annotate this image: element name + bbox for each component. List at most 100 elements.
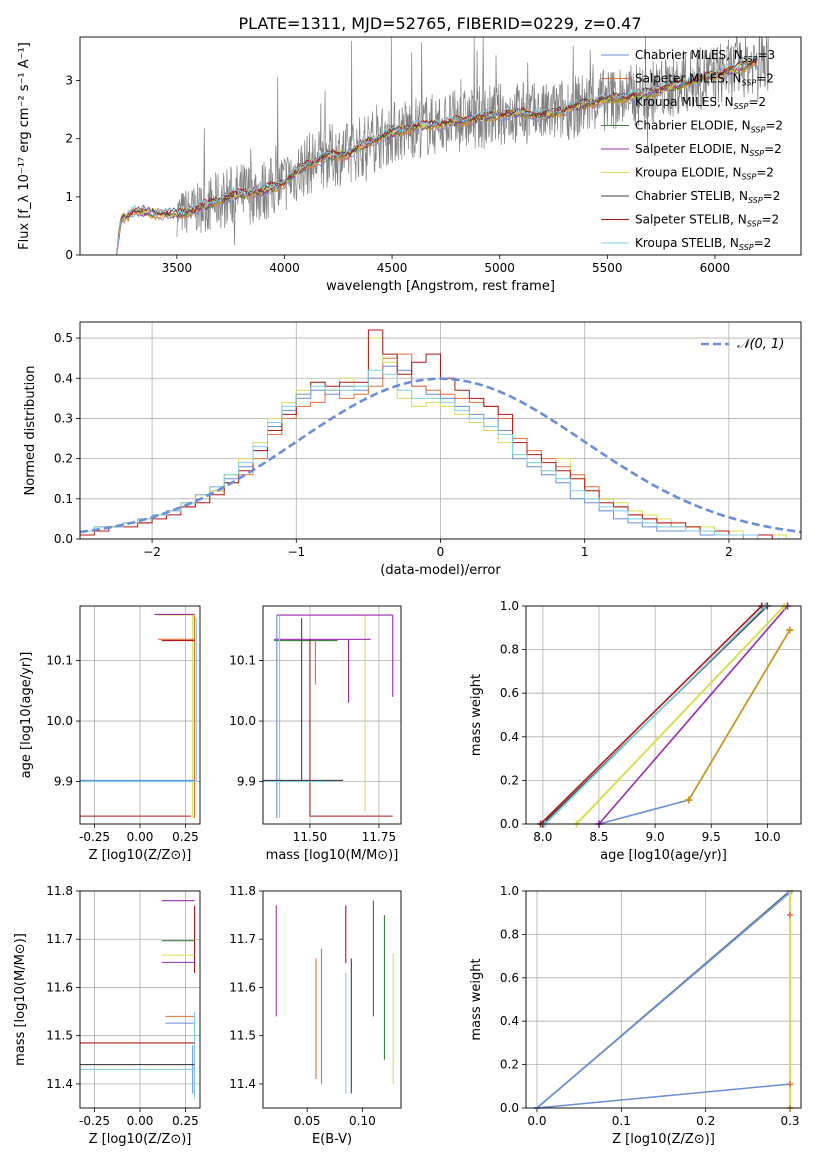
x-tick-label: 11.75 — [362, 830, 396, 844]
x-tick-label: -0.25 — [79, 1114, 110, 1128]
y-tick-label: 0.4 — [500, 730, 519, 744]
x-tick-label: 5000 — [484, 261, 515, 275]
y-tick-label: 0.1 — [54, 492, 73, 506]
x-tick-label: 0.00 — [127, 1114, 154, 1128]
x-tick-label: 0.05 — [294, 1114, 321, 1128]
axes-frame — [79, 890, 201, 1109]
x-tick-label: 0 — [437, 545, 445, 559]
y-axis-label: mass weight — [469, 958, 484, 1040]
histogram-kroupa-elodie — [80, 337, 801, 540]
x-tick-label: 0.00 — [127, 830, 154, 844]
model-spectrum-salpeter-stelib — [116, 59, 758, 256]
marker-plus — [787, 911, 794, 918]
y-tick-label: 11.6 — [229, 980, 256, 994]
y-tick-label: 1 — [65, 190, 73, 204]
y-tick-label: 9.9 — [237, 775, 256, 789]
y-tick-label: 11.8 — [229, 884, 256, 898]
axes-frame — [525, 890, 802, 1109]
x-tick-label: 1 — [581, 545, 589, 559]
y-tick-label: 0.2 — [500, 1058, 519, 1072]
x-tick-label: 8.5 — [589, 830, 608, 844]
x-tick-label: 0.1 — [612, 1114, 631, 1128]
x-axis-label: (data-model)/error — [380, 563, 501, 578]
x-tick-label: 0.10 — [349, 1114, 376, 1128]
model-spectrum-kroupa-stelib — [116, 56, 758, 256]
y-axis-label: Normed distribution — [23, 366, 38, 496]
x-tick-label: −2 — [143, 545, 161, 559]
legend-entry: Salpeter MILES, NSSP=2 — [635, 72, 774, 88]
x-tick-label: −1 — [287, 545, 305, 559]
legend-entry: Chabrier MILES, NSSP=3 — [635, 48, 775, 64]
y-tick-label: 3 — [65, 74, 73, 88]
y-tick-label: 0.6 — [500, 686, 519, 700]
y-tick-label: 11.5 — [229, 1029, 256, 1043]
x-tick-label: 0.25 — [172, 830, 199, 844]
marker-plus — [786, 626, 794, 634]
y-tick-label: 2 — [65, 132, 73, 146]
x-tick-label: 0.0 — [527, 1114, 546, 1128]
x-axis-label: Z [log10(Z/Z⊙)] — [89, 848, 192, 863]
spectrum-panel: 3500 4000 4500 5000 5500 6000 0 1 2 3 wavelength [… — [17, 36, 802, 294]
x-tick-label: 6000 — [700, 261, 731, 275]
y-tick-label: 11.4 — [229, 1077, 256, 1091]
y-tick-label: 11.4 — [46, 1077, 73, 1091]
y-axis-label: age [log10(age/yr)] — [19, 652, 34, 779]
x-tick-label: 9.0 — [646, 830, 665, 844]
x-tick-label: 10.0 — [754, 830, 781, 844]
axes-frame — [525, 605, 802, 825]
model-spectrum-kroupa-miles — [116, 59, 758, 256]
normal-curve — [79, 377, 802, 534]
y-axis-label: Flux [f_λ 10⁻¹⁷ erg cm⁻² s⁻¹ A⁻¹] — [17, 42, 32, 250]
y-tick-label: 0.5 — [54, 331, 73, 345]
age-vs-mass-panel: 11.50 11.75 9.9 10.0 10.1 mass [log10(M/M⊙)] — [229, 605, 402, 863]
histogram-kroupa-stelib — [80, 369, 801, 540]
y-tick-label: 0 — [65, 248, 73, 262]
x-tick-label: 0.3 — [780, 1114, 799, 1128]
legend-entry: Chabrier ELODIE, NSSP=2 — [635, 119, 783, 135]
y-tick-label: 0.4 — [54, 371, 73, 385]
axes-frame — [79, 321, 802, 540]
cumulative-line-kroupa-elodie — [575, 605, 785, 825]
axes-frame — [79, 36, 802, 256]
cumulative-line-chabrier-miles — [536, 1083, 791, 1109]
histogram-salpeter-stelib — [80, 329, 801, 540]
mass-vs-metallicity-panel: -0.25 0.00 0.25 11.4 11.5 11.6 11.7 11.8 Z [log1… — [13, 884, 201, 1147]
legend-entry: Chabrier STELIB, NSSP=2 — [635, 189, 780, 205]
axes-frame — [79, 605, 201, 825]
legend-entry: Salpeter ELODIE, NSSP=2 — [635, 142, 782, 158]
marker-plus — [685, 796, 693, 804]
y-tick-label: 0.2 — [500, 773, 519, 787]
mass-weight-vs-age-panel: 8.0 8.5 9.0 9.5 10.0 0.0 0.2 0.4 0.6 0.8 1.0 age [l… — [469, 599, 802, 863]
x-axis-label: Z [log10(Z/Z⊙)] — [612, 1132, 715, 1147]
x-tick-label: 4000 — [269, 261, 300, 275]
x-tick-label: 3500 — [162, 261, 193, 275]
x-tick-label: 5500 — [592, 261, 623, 275]
y-tick-label: 9.9 — [54, 775, 73, 789]
x-tick-label: 0.25 — [172, 1114, 199, 1128]
legend-entry: 𝒩(0, 1) — [737, 337, 784, 352]
y-tick-label: 10.0 — [229, 714, 256, 728]
axes-frame — [262, 605, 402, 825]
legend-entry: Kroupa STELIB, NSSP=2 — [635, 236, 771, 252]
x-tick-label: 0.2 — [696, 1114, 715, 1128]
x-tick-label: 8.0 — [533, 830, 552, 844]
y-tick-label: 0.3 — [54, 411, 73, 425]
y-tick-label: 0.4 — [500, 1014, 519, 1028]
legend-entry: Kroupa ELODIE, NSSP=2 — [635, 166, 774, 182]
y-tick-label: 10.0 — [46, 714, 73, 728]
y-tick-label: 0.6 — [500, 971, 519, 985]
x-tick-label: 11.50 — [293, 830, 327, 844]
mass-weight-vs-metallicity-panel: 0.0 0.1 0.2 0.3 0.0 0.2 0.4 0.6 0.8 1.0 Z [log10(Z… — [469, 884, 802, 1147]
cumulative-line-kroupa-stelib — [544, 605, 766, 825]
legend-entry: Kroupa MILES, NSSP=2 — [635, 95, 766, 111]
observed-spectrum — [176, 36, 770, 246]
y-tick-label: 11.6 — [46, 980, 73, 994]
x-axis-label: age [log10(age/yr)] — [600, 848, 727, 863]
y-tick-label: 10.1 — [229, 654, 256, 668]
y-tick-label: 0.0 — [500, 817, 519, 831]
cumulative-line-kroupa-miles — [688, 629, 791, 801]
x-tick-label: 9.5 — [702, 830, 721, 844]
cumulative-line-chabrier-miles — [536, 892, 790, 1109]
age-vs-metallicity-panel: -0.25 0.00 0.25 9.9 10.0 10.1 Z [log10(Z/Z⊙)] a… — [19, 605, 201, 863]
